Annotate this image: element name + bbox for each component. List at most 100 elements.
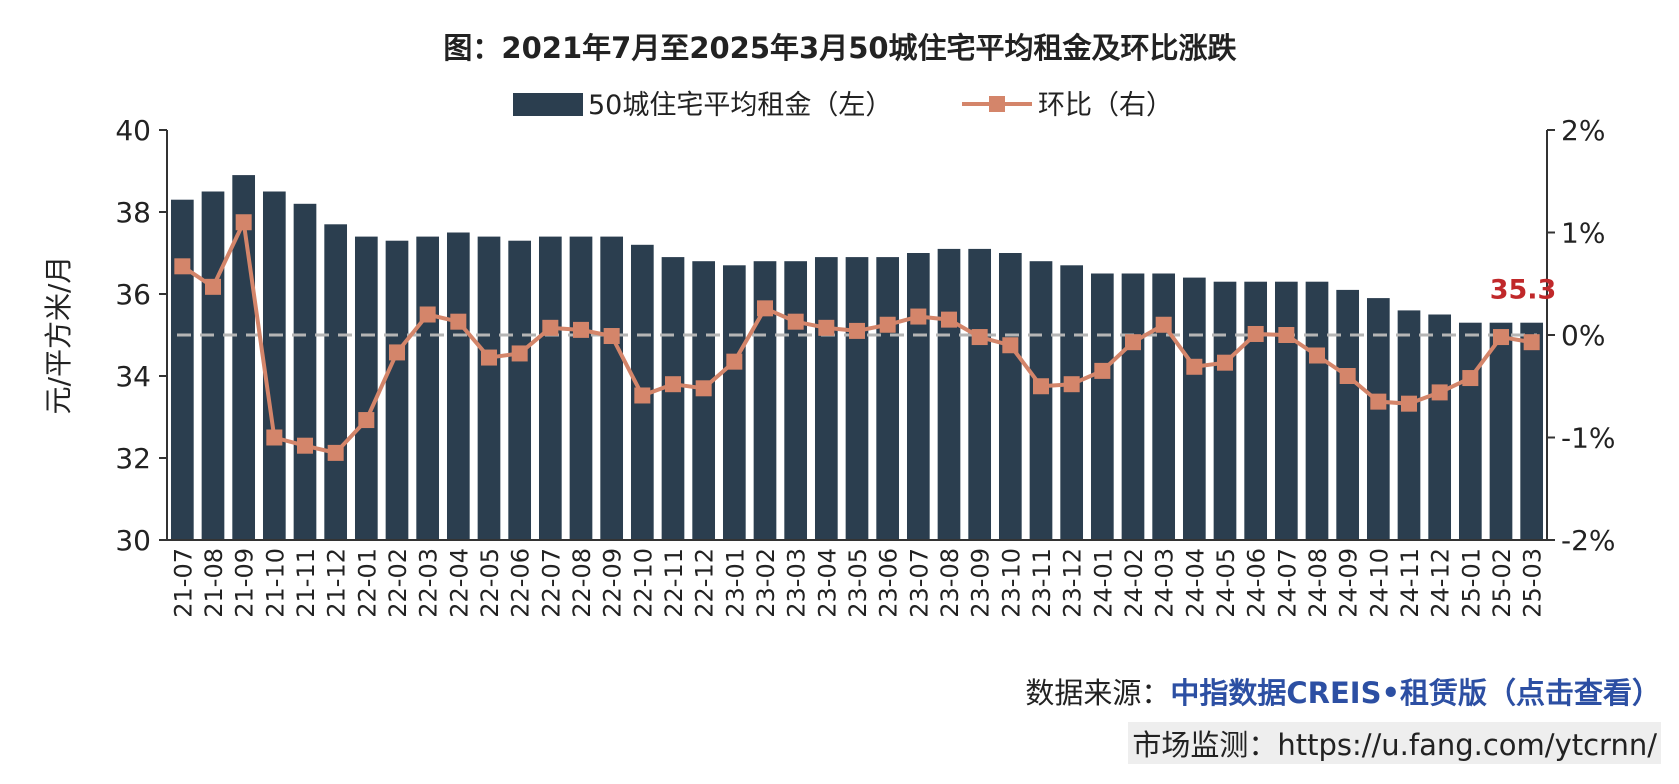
mom-point — [297, 437, 313, 454]
mom-point — [266, 429, 283, 446]
right-tick-label: 2% — [1561, 114, 1605, 147]
line-layer — [174, 214, 1540, 461]
x-tick-label: 22-07 — [537, 548, 565, 618]
mom-point — [757, 300, 773, 317]
mom-point — [1370, 393, 1387, 410]
bar — [1428, 314, 1452, 540]
mom-point — [910, 308, 927, 325]
bar — [416, 236, 440, 540]
x-tick-label: 22-05 — [476, 548, 504, 618]
bar — [1090, 273, 1114, 540]
x-tick-label: 23-02 — [752, 548, 780, 618]
mom-point — [634, 387, 651, 404]
bar — [1029, 261, 1053, 540]
bar — [1152, 273, 1176, 540]
mom-point — [879, 316, 896, 333]
x-tick-label: 21-08 — [200, 548, 228, 618]
mom-point — [695, 380, 712, 397]
bar — [324, 224, 348, 541]
bar — [1213, 281, 1237, 540]
y-axis-title: 元/平方米/月 — [42, 256, 75, 415]
x-tick-label: 23-01 — [721, 548, 749, 618]
mom-point — [327, 444, 344, 461]
bar — [692, 261, 716, 540]
x-tick-label: 22-08 — [568, 548, 596, 618]
x-tick-label: 21-11 — [292, 548, 320, 618]
mom-point — [818, 319, 835, 336]
mom-point — [1186, 358, 1203, 375]
right-tick-label: 0% — [1561, 319, 1605, 352]
legend-bar-swatch — [513, 93, 583, 116]
bar — [937, 248, 961, 540]
x-tick-label: 25-03 — [1519, 548, 1547, 618]
mom-point — [603, 328, 620, 345]
mom-point — [1094, 362, 1111, 379]
mom-point — [235, 214, 252, 231]
bar — [1489, 322, 1513, 540]
x-tick-label: 22-09 — [599, 548, 627, 618]
x-tick-label: 22-02 — [384, 548, 412, 618]
bar — [1274, 281, 1298, 540]
mom-point — [511, 345, 528, 362]
x-tick-label: 21-07 — [169, 548, 197, 618]
x-tick-label: 23-10 — [997, 548, 1025, 618]
mom-point — [1002, 337, 1019, 354]
mom-point — [1217, 354, 1233, 371]
x-tick-label: 22-10 — [629, 548, 657, 618]
mom-point — [542, 319, 559, 336]
bar — [385, 240, 409, 540]
bar — [845, 257, 869, 540]
bar — [1060, 265, 1084, 540]
x-tick-label: 21-12 — [323, 548, 351, 618]
x-tick-label: 23-03 — [783, 548, 811, 618]
x-tick-label: 24-01 — [1089, 548, 1117, 618]
x-tick-label: 22-04 — [445, 548, 473, 618]
x-tick-label: 23-07 — [905, 548, 933, 618]
left-tick-label: 40 — [115, 114, 151, 147]
mom-point — [1247, 325, 1264, 342]
bar — [508, 240, 532, 540]
left-tick-label: 38 — [115, 196, 151, 229]
source-label: 数据来源： — [1025, 676, 1171, 710]
left-tick-label: 32 — [115, 442, 151, 475]
value-annotation: 35.3 — [1490, 275, 1557, 306]
x-tick-label: 24-11 — [1396, 548, 1424, 618]
right-tick-label: -1% — [1561, 422, 1616, 455]
x-tick-label: 24-06 — [1243, 548, 1271, 618]
monitor-url[interactable]: https://u.fang.com/ytcrnn/ — [1277, 728, 1657, 762]
mom-point — [1462, 370, 1479, 387]
x-tick-label: 23-04 — [813, 548, 841, 618]
mom-point — [1125, 334, 1141, 351]
x-tick-label: 24-10 — [1365, 548, 1393, 618]
mom-point — [419, 306, 436, 323]
mom-point — [941, 311, 957, 328]
x-tick-label: 24-04 — [1181, 548, 1209, 618]
bar — [446, 232, 470, 540]
x-tick-label: 25-02 — [1488, 548, 1516, 618]
mom-point — [1401, 395, 1417, 412]
mom-point — [573, 321, 589, 338]
mom-point — [205, 278, 221, 295]
right-tick-label: 1% — [1561, 217, 1605, 250]
bar — [784, 261, 808, 540]
mom-point — [726, 353, 743, 370]
source-link[interactable]: 中指数据CREIS•租赁版（点击查看） — [1170, 676, 1661, 710]
left-tick-label: 36 — [115, 278, 151, 311]
bar — [722, 265, 746, 540]
bar — [293, 203, 317, 541]
mom-point — [1063, 376, 1080, 393]
mom-point — [358, 412, 375, 429]
bar — [170, 199, 194, 540]
x-tick-label: 21-09 — [231, 548, 259, 618]
mom-point — [1431, 384, 1448, 401]
bar — [998, 253, 1022, 540]
x-tick-label: 23-12 — [1059, 548, 1087, 618]
mom-point — [971, 329, 988, 346]
bar — [968, 248, 992, 540]
x-tick-label: 23-06 — [875, 548, 903, 618]
mom-point — [389, 344, 405, 361]
axes-layer — [159, 129, 1555, 541]
bar — [201, 191, 225, 540]
x-tick-label: 24-03 — [1151, 548, 1179, 618]
